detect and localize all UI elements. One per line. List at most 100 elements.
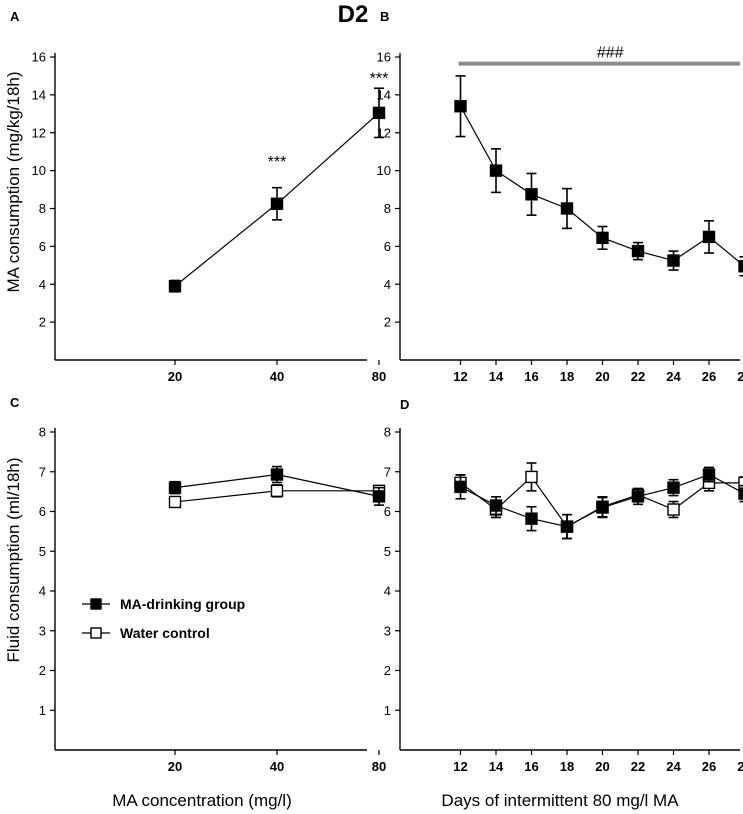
panel-b-y-tick-label: 4 — [384, 277, 391, 292]
panel-b-significance-label: ### — [597, 45, 624, 62]
legend: MA-drinking group Water control — [82, 596, 245, 641]
panel-b-x-tick-label: 12 — [453, 369, 467, 384]
panel-b-data-point-filled — [667, 254, 680, 267]
panel-d-data-point-open — [738, 476, 743, 490]
panel-a-x-tick-label: 20 — [168, 369, 182, 384]
panel-a-y-tick-label: 6 — [39, 239, 46, 254]
panel-d-data-point-filled — [631, 490, 645, 503]
panel-d-x-tick-label: 26 — [702, 759, 716, 774]
panel-a-y-tick-label: 10 — [32, 163, 46, 178]
panel-b-y-tick-label: 8 — [384, 201, 391, 216]
panel-d-data-point-open — [525, 470, 538, 484]
panel-d-data-point-filled — [454, 480, 467, 494]
panel-letter-c: C — [10, 395, 20, 410]
legend-marker-open-square-icon — [90, 627, 102, 639]
panel-d-x-tick-label: 14 — [489, 759, 504, 774]
panel-c-y-tick-label: 2 — [39, 663, 46, 678]
panel-b-x-tick-label: 16 — [524, 369, 538, 384]
panel-d-data-point-filled — [738, 487, 743, 500]
panel-b-x-tick-label: 20 — [595, 369, 609, 384]
panel-c-y-tick-label: 3 — [39, 623, 46, 638]
panel-d-x-tick-label: 12 — [453, 759, 467, 774]
panel-d-y-tick-label: 5 — [384, 544, 391, 559]
panel-a-y-tick-label: 14 — [32, 87, 46, 102]
panel-c-y-tick-label: 7 — [39, 464, 46, 479]
panel-d-x-tick-label: 20 — [595, 759, 609, 774]
x-axis-label-left: MA concentration (mg/l) — [112, 791, 292, 810]
panel-d-data-point-filled — [667, 481, 680, 494]
panel-a-y-tick-label: 4 — [39, 277, 46, 292]
panel-c-x-tick-label: 20 — [168, 759, 182, 774]
panel-a-y-tick-label: 16 — [32, 50, 46, 65]
panel-d-data-point-filled — [702, 468, 716, 481]
panel-c-y-tick-label: 1 — [39, 703, 46, 718]
panel-d-y-tick-label: 8 — [384, 425, 391, 440]
panel-c-data-point-filled — [270, 468, 284, 481]
panel-c-chart: 1 2 3 4 5 6 7 8 20 40 80 — [39, 425, 386, 775]
panel-b-data-point-filled — [631, 244, 645, 258]
panel-d-data-point-filled — [525, 512, 538, 525]
panel-a-x-tick-label: 80 — [372, 369, 386, 384]
panel-b-data-point-filled — [525, 188, 538, 201]
panel-d-x-tick-label: 22 — [631, 759, 645, 774]
y-axis-label-top: MA consumption (mg/kg/18h) — [4, 71, 23, 292]
panel-d-y-tick-label: 7 — [384, 464, 391, 479]
panel-b-data-point-filled — [702, 230, 716, 244]
panel-d-data-point-filled — [596, 501, 609, 514]
panel-c-y-tick-label: 6 — [39, 504, 46, 519]
panel-letter-b: B — [380, 9, 389, 24]
panel-a-annotation: *** — [268, 154, 287, 171]
panel-a-y-tick-label: 2 — [39, 315, 46, 330]
panel-c-y-tick-label: 8 — [39, 425, 46, 440]
legend-label-water: Water control — [120, 625, 210, 641]
panel-d-y-tick-label: 4 — [384, 584, 391, 599]
panel-letter-d: D — [400, 397, 409, 412]
panel-b-data-point-filled — [489, 164, 503, 177]
panel-b-y-tick-label: 14 — [377, 87, 391, 102]
panel-d-data-point-filled — [560, 520, 574, 533]
panel-c-x-tick-label: 40 — [270, 759, 284, 774]
panel-b-data-point-filled — [560, 202, 574, 215]
panel-a-y-tick-label: 8 — [39, 201, 46, 216]
panel-a-data-point-filled — [168, 279, 182, 293]
panel-b-x-tick-label: 28 — [737, 369, 743, 384]
panel-d-data-point-filled — [489, 499, 503, 512]
x-axis-label-right: Days of intermittent 80 mg/l MA — [441, 791, 679, 810]
panel-d-data-point-open — [667, 503, 680, 516]
panel-d-x-tick-label: 18 — [560, 759, 574, 774]
panel-d-x-tick-label: 24 — [666, 759, 681, 774]
figure-title: D2 — [338, 1, 369, 28]
panel-b-y-tick-label: 16 — [377, 50, 391, 65]
panel-d-x-tick-label: 16 — [524, 759, 538, 774]
panel-c-data-point-open — [168, 495, 182, 509]
panel-c-y-tick-label: 5 — [39, 544, 46, 559]
panel-d-y-tick-label: 1 — [384, 703, 391, 718]
panel-b-y-tick-label: 12 — [377, 125, 391, 140]
panel-b-y-tick-label: 6 — [384, 239, 391, 254]
panel-b-data-point-filled — [596, 231, 609, 245]
legend-label-ma: MA-drinking group — [120, 596, 245, 612]
legend-marker-filled-square-icon — [90, 598, 102, 610]
panel-a-data-point-filled — [270, 197, 284, 210]
panel-d-y-tick-label: 3 — [384, 623, 391, 638]
panel-b-data-point-filled — [738, 260, 743, 273]
panel-d-x-tick-label: 28 — [737, 759, 743, 774]
panel-b-x-tick-label: 22 — [631, 369, 645, 384]
panel-b-x-tick-label: 24 — [666, 369, 681, 384]
panel-a-chart: 2 4 6 8 10 12 14 16 20 40 80 *** *** — [32, 50, 389, 385]
panel-a-annotation: *** — [370, 71, 389, 88]
panel-b-y-tick-label: 2 — [384, 315, 391, 330]
panel-b-data-point-filled — [454, 100, 467, 113]
panel-letter-a: A — [10, 9, 20, 24]
panel-b-x-tick-label: 26 — [702, 369, 716, 384]
panel-c-x-tick-label: 80 — [372, 759, 386, 774]
panel-a-y-tick-label: 12 — [32, 125, 46, 140]
panel-b-x-tick-label: 18 — [560, 369, 574, 384]
panel-c-data-point-filled — [372, 490, 386, 503]
panel-c-data-point-filled — [168, 481, 182, 494]
panel-a-data-point-filled — [372, 106, 386, 120]
panel-a-x-tick-label: 40 — [270, 369, 284, 384]
y-axis-label-bottom: Fluid consumption (ml/18h) — [4, 457, 23, 662]
panel-d-y-tick-label: 6 — [384, 504, 391, 519]
